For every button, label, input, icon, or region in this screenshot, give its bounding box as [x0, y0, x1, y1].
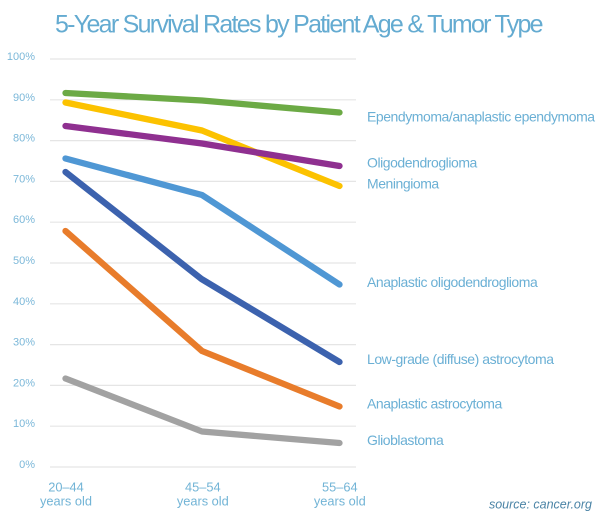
svg-text:90%: 90% [13, 92, 35, 104]
svg-text:Ependymoma/anaplastic ependymo: Ependymoma/anaplastic ependymoma [367, 109, 595, 125]
svg-text:45–54: 45–54 [185, 480, 221, 495]
svg-text:Glioblastoma: Glioblastoma [367, 432, 444, 448]
svg-text:100%: 100% [7, 51, 35, 63]
svg-text:years old: years old [314, 493, 366, 508]
svg-text:40%: 40% [13, 296, 35, 308]
svg-text:50%: 50% [13, 255, 35, 267]
svg-text:source: cancer.org: source: cancer.org [489, 498, 592, 512]
svg-text:5-Year Survival Rates by Patie: 5-Year Survival Rates by Patient Age & T… [55, 11, 543, 39]
svg-text:60%: 60% [13, 214, 35, 226]
svg-text:70%: 70% [13, 173, 35, 185]
svg-text:20–44: 20–44 [48, 480, 84, 495]
svg-text:55–64: 55–64 [322, 480, 358, 495]
svg-text:Oligodendroglioma: Oligodendroglioma [367, 154, 478, 170]
svg-text:Anaplastic oligodendroglioma: Anaplastic oligodendroglioma [367, 274, 538, 290]
svg-text:0%: 0% [19, 459, 35, 471]
svg-text:years old: years old [40, 493, 92, 508]
svg-text:Meningioma: Meningioma [367, 175, 439, 191]
svg-text:10%: 10% [13, 418, 35, 430]
svg-text:Low-grade (diffuse) astrocytom: Low-grade (diffuse) astrocytoma [367, 351, 554, 367]
svg-text:years old: years old [177, 493, 229, 508]
svg-text:20%: 20% [13, 377, 35, 389]
svg-text:80%: 80% [13, 133, 35, 145]
svg-text:Anaplastic astrocytoma: Anaplastic astrocytoma [367, 396, 502, 412]
svg-text:30%: 30% [13, 337, 35, 349]
